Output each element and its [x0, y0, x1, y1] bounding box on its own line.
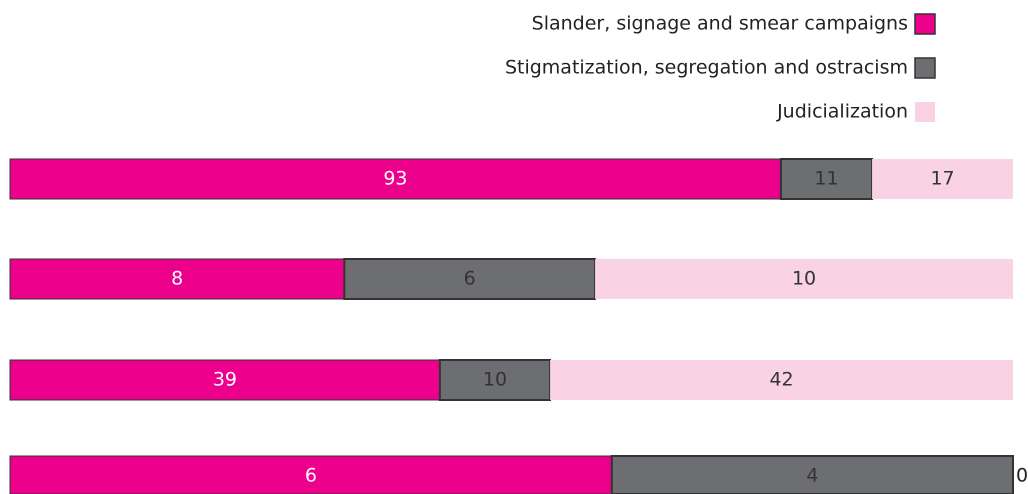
data-label: 6 [464, 268, 476, 290]
bar-segment [438, 359, 552, 401]
legend-label: Slander, signage and smear campaigns [532, 13, 908, 35]
data-label: 4 [806, 465, 818, 487]
data-label: 93 [383, 168, 407, 190]
data-label: 11 [814, 168, 838, 190]
data-label: 0 [1016, 465, 1028, 487]
bar-segment [9, 158, 782, 200]
bar-segment [872, 159, 1013, 199]
data-label: 17 [930, 168, 954, 190]
data-label: 10 [483, 369, 507, 391]
bar-segment [779, 158, 874, 200]
legend-swatch [915, 102, 935, 122]
data-label: 42 [769, 369, 793, 391]
data-label: 10 [792, 268, 816, 290]
data-label: 8 [171, 268, 183, 290]
data-label: 6 [305, 465, 317, 487]
bar-segment [9, 455, 613, 494]
bar-segment [343, 258, 597, 300]
bar-segment [595, 259, 1013, 299]
bar-segment [9, 359, 441, 401]
bar-segment [610, 455, 1014, 494]
legend-label: Judicialization [776, 101, 908, 123]
bar-segment [9, 258, 345, 300]
legend-swatch [914, 57, 936, 79]
bar-segment [550, 360, 1013, 400]
legend-label: Stigmatization, segregation and ostracis… [505, 57, 908, 79]
legend-swatch [914, 13, 936, 35]
data-label: 39 [213, 369, 237, 391]
